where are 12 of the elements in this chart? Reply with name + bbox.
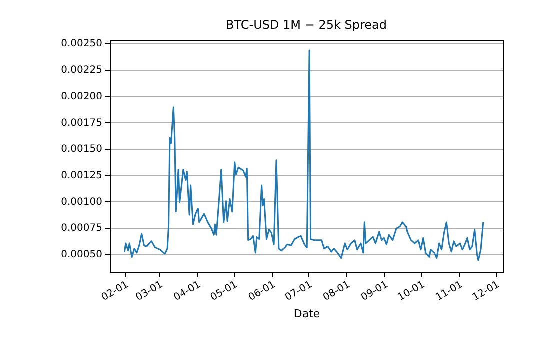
- line-series: [124, 50, 484, 262]
- y-tick-label: 0.00125: [61, 170, 102, 182]
- x-axis-title: Date: [294, 308, 320, 321]
- y-tick-label: 0.00050: [61, 250, 102, 261]
- y-tick-label: 0.00100: [61, 196, 102, 208]
- y-tick-label: 0.00200: [61, 91, 102, 102]
- y-tick-label: 0.00250: [61, 38, 102, 50]
- y-tick-label: 0.00175: [61, 118, 102, 129]
- y-tick-label: 0.00150: [61, 144, 102, 156]
- chart-title: BTC-USD 1M − 25k Spread: [226, 18, 387, 32]
- y-tick-label: 0.00075: [61, 223, 102, 234]
- y-tick-label: 0.00225: [61, 65, 102, 76]
